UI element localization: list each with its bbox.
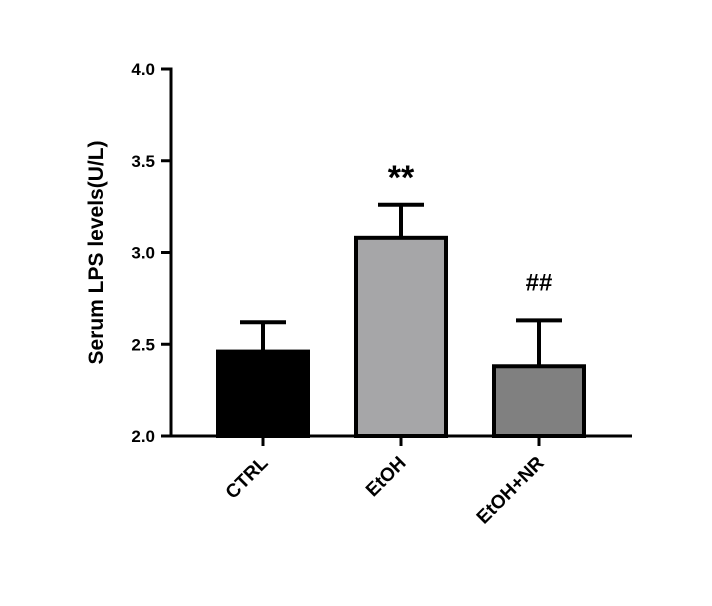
x-axis: CTRL EtOH EtOH+NR bbox=[169, 434, 632, 528]
y-axis: 2.0 2.5 3.0 3.5 4.0 bbox=[131, 60, 173, 446]
y-axis-label: Serum LPS levels(U/L) bbox=[85, 140, 108, 364]
x-tick-label: CTRL bbox=[222, 452, 273, 503]
y-tick-label: 3.5 bbox=[131, 152, 155, 171]
significance-annotations: ** ## bbox=[388, 159, 553, 297]
bar-etoh-nr bbox=[492, 364, 586, 438]
y-tick-label: 4.0 bbox=[131, 60, 155, 79]
y-tick-label: 2.0 bbox=[131, 427, 155, 446]
y-tick-label: 3.0 bbox=[131, 244, 155, 263]
x-tick-label: EtOH+NR bbox=[473, 452, 549, 528]
x-tick-label: EtOH bbox=[362, 453, 410, 501]
significance-hashes: ## bbox=[526, 269, 553, 296]
bar-ctrl bbox=[216, 349, 310, 438]
y-tick-label: 2.5 bbox=[131, 335, 155, 354]
bars bbox=[216, 235, 586, 438]
error-bars bbox=[240, 202, 562, 367]
bar-etoh bbox=[354, 235, 448, 438]
significance-stars: ** bbox=[388, 159, 415, 197]
